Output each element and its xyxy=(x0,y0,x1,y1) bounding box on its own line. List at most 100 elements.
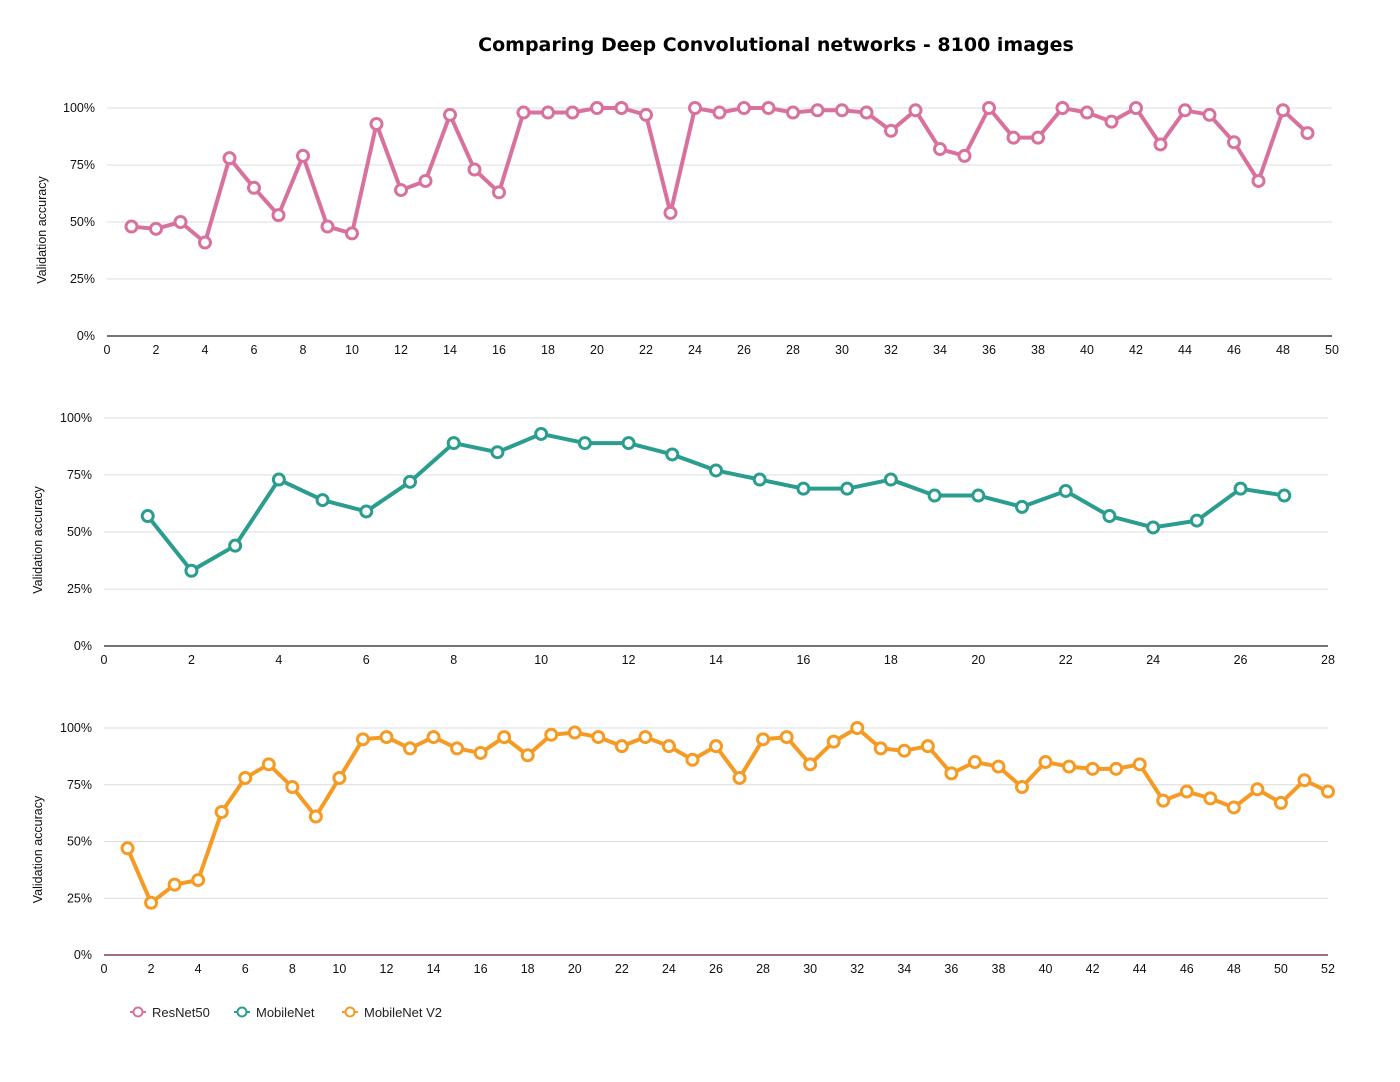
data-point xyxy=(534,426,549,441)
data-point xyxy=(173,215,188,229)
data-point xyxy=(167,877,182,892)
x-tick-label: 22 xyxy=(615,962,629,976)
data-point xyxy=(1251,173,1266,188)
data-point xyxy=(565,105,580,120)
data-point xyxy=(944,766,959,781)
x-tick-label: 10 xyxy=(534,653,548,667)
data-point xyxy=(1080,105,1094,120)
data-point xyxy=(492,185,506,200)
data-point xyxy=(1321,784,1335,799)
x-tick-label: 30 xyxy=(803,962,817,976)
data-point xyxy=(957,148,972,163)
legend-item: MobileNet V2 xyxy=(342,1005,442,1020)
x-tick-label: 14 xyxy=(427,962,441,976)
data-point xyxy=(639,107,653,122)
x-tick-label: 26 xyxy=(709,962,723,976)
x-tick-label: 36 xyxy=(944,962,958,976)
data-point xyxy=(403,741,417,756)
data-point xyxy=(1031,130,1045,145)
y-tick-label: 75% xyxy=(67,778,92,792)
data-point xyxy=(927,488,942,503)
legend-marker-icon xyxy=(132,1006,144,1018)
data-point xyxy=(638,730,653,745)
data-point xyxy=(752,472,767,487)
data-point xyxy=(577,436,592,451)
data-point xyxy=(1189,513,1204,528)
x-tick-label: 22 xyxy=(1059,653,1073,667)
data-point xyxy=(873,741,888,756)
x-tick-label: 46 xyxy=(1227,343,1241,357)
data-point xyxy=(920,739,935,754)
x-tick-label: 34 xyxy=(897,962,911,976)
x-tick-label: 28 xyxy=(786,343,800,357)
y-tick-label: 0% xyxy=(77,329,95,343)
data-point xyxy=(1300,126,1315,141)
x-tick-label: 38 xyxy=(1031,343,1045,357)
data-point xyxy=(1273,795,1288,810)
x-tick-label: 48 xyxy=(1227,962,1241,976)
data-point xyxy=(1006,130,1021,145)
x-tick-label: 48 xyxy=(1276,343,1290,357)
x-tick-label: 10 xyxy=(345,343,359,357)
x-tick-label: 0 xyxy=(104,343,111,357)
data-point xyxy=(786,105,800,120)
data-point xyxy=(1055,101,1070,115)
data-point xyxy=(149,221,163,236)
data-point xyxy=(285,780,300,795)
data-point xyxy=(345,226,359,241)
x-tick-label: 42 xyxy=(1086,962,1100,976)
x-tick-label: 4 xyxy=(195,962,202,976)
data-point xyxy=(709,739,723,754)
data-point xyxy=(332,770,347,785)
legend-item: MobileNet xyxy=(234,1005,315,1020)
data-point xyxy=(446,436,461,451)
data-point xyxy=(756,732,771,747)
data-point xyxy=(443,107,457,122)
data-point xyxy=(908,103,923,118)
data-point xyxy=(982,101,996,115)
data-point xyxy=(355,732,370,747)
series-line xyxy=(125,726,1330,905)
data-point xyxy=(661,739,676,754)
y-tick-label: 0% xyxy=(74,948,92,962)
data-point xyxy=(214,804,229,819)
x-tick-label: 16 xyxy=(474,962,488,976)
data-point xyxy=(320,219,335,234)
data-point xyxy=(140,509,155,524)
y-axis-label: Validation accuracy xyxy=(31,795,45,903)
legend-label: MobileNet V2 xyxy=(364,1005,442,1020)
data-point xyxy=(124,219,139,234)
data-point xyxy=(261,757,276,772)
x-tick-label: 16 xyxy=(492,343,506,357)
y-tick-label: 100% xyxy=(60,721,92,735)
chart-title: Comparing Deep Convolutional networks - … xyxy=(478,34,1074,56)
data-point xyxy=(1250,782,1265,797)
data-point xyxy=(473,745,488,760)
y-tick-label: 75% xyxy=(67,468,92,482)
chart-panels: 0%25%50%75%100%0 2 4 6 8 10 12 14 16 18 20 22 24 26 28… xyxy=(31,101,1339,976)
data-point xyxy=(1104,114,1119,129)
x-tick-label: 28 xyxy=(1321,653,1335,667)
x-tick-label: 52 xyxy=(1321,962,1335,976)
data-point xyxy=(897,743,912,758)
x-tick-label: 22 xyxy=(639,343,653,357)
x-tick-label: 42 xyxy=(1129,343,1143,357)
y-tick-label: 50% xyxy=(70,215,95,229)
legend-marker-icon xyxy=(344,1006,356,1018)
chart-panel-2: 0%25%50%75%100%0 2 4 6 8 10 12 14 16 18 20 22 24 26 28… xyxy=(31,411,1335,667)
x-tick-label: 30 xyxy=(835,343,849,357)
x-tick-label: 6 xyxy=(251,343,258,357)
x-tick-label: 10 xyxy=(332,962,346,976)
y-axis-label: Validation accuracy xyxy=(31,486,45,594)
x-tick-label: 2 xyxy=(153,343,160,357)
data-point xyxy=(516,105,531,120)
data-point xyxy=(1085,761,1100,776)
x-tick-label: 8 xyxy=(450,653,457,667)
data-point xyxy=(1202,107,1217,122)
data-point xyxy=(520,748,535,763)
data-point xyxy=(1146,520,1161,535)
x-tick-label: 12 xyxy=(380,962,394,976)
legend-item: ResNet50 xyxy=(130,1005,210,1020)
data-point xyxy=(418,173,433,188)
x-tick-label: 40 xyxy=(1080,343,1094,357)
